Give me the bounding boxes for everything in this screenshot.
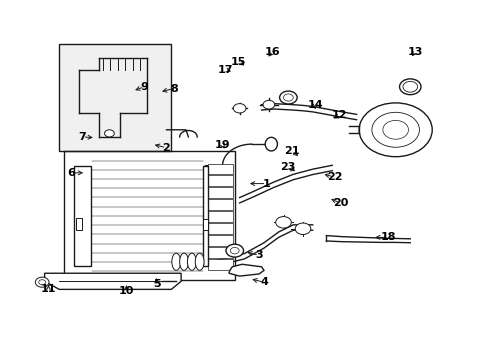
- Circle shape: [233, 104, 245, 113]
- Polygon shape: [228, 264, 264, 276]
- Circle shape: [399, 79, 420, 95]
- Circle shape: [358, 103, 431, 157]
- Text: 7: 7: [79, 132, 86, 142]
- Bar: [207, 247, 233, 258]
- Ellipse shape: [171, 253, 180, 270]
- Text: 18: 18: [380, 232, 395, 242]
- Bar: [207, 223, 233, 234]
- Text: 17: 17: [217, 64, 232, 75]
- Polygon shape: [44, 273, 181, 289]
- Ellipse shape: [195, 253, 203, 270]
- Circle shape: [225, 244, 243, 257]
- Text: 4: 4: [260, 277, 267, 287]
- Ellipse shape: [264, 137, 277, 151]
- Bar: [203, 166, 207, 266]
- Bar: [207, 163, 233, 174]
- Text: 23: 23: [279, 162, 294, 172]
- Text: 13: 13: [407, 46, 422, 57]
- Bar: [76, 218, 82, 230]
- Text: 8: 8: [169, 84, 177, 94]
- Bar: [207, 175, 233, 186]
- Text: 3: 3: [255, 250, 263, 260]
- Circle shape: [35, 277, 49, 287]
- Bar: [203, 220, 207, 230]
- Text: 22: 22: [326, 172, 342, 182]
- Text: 6: 6: [67, 168, 75, 178]
- Circle shape: [295, 223, 310, 234]
- Text: 21: 21: [284, 146, 300, 156]
- Circle shape: [263, 100, 274, 109]
- Text: 9: 9: [141, 82, 148, 92]
- Circle shape: [104, 130, 114, 137]
- Text: 20: 20: [333, 198, 348, 208]
- Bar: [64, 151, 234, 280]
- Text: 10: 10: [119, 286, 134, 296]
- Bar: [207, 211, 233, 222]
- Ellipse shape: [187, 253, 196, 270]
- Text: 5: 5: [153, 279, 160, 289]
- Ellipse shape: [179, 253, 188, 270]
- Bar: [74, 166, 91, 266]
- Text: 14: 14: [307, 100, 323, 110]
- Text: 12: 12: [331, 111, 346, 121]
- Circle shape: [279, 91, 297, 104]
- Text: 11: 11: [41, 284, 56, 294]
- Bar: [207, 235, 233, 246]
- Text: 19: 19: [214, 140, 230, 150]
- Bar: [207, 199, 233, 210]
- Text: 1: 1: [262, 179, 270, 189]
- Text: 2: 2: [163, 143, 170, 153]
- Circle shape: [275, 217, 291, 228]
- Bar: [207, 188, 233, 198]
- Bar: [59, 44, 171, 151]
- Bar: [207, 259, 233, 270]
- Text: 15: 15: [230, 57, 246, 67]
- Text: 16: 16: [264, 46, 280, 57]
